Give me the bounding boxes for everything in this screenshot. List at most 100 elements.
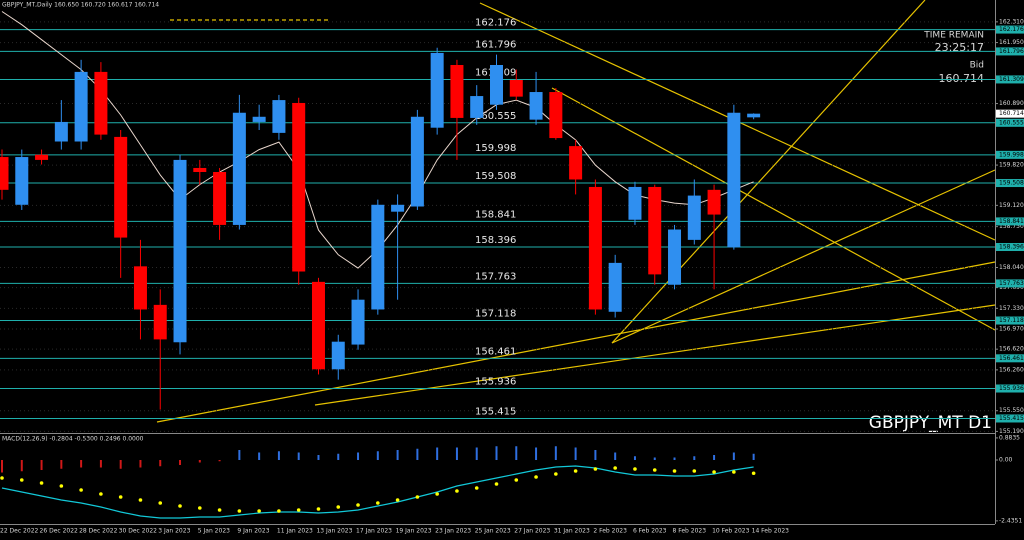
level-axis-label: 157.118	[999, 317, 1024, 324]
level-label: 157.763	[475, 271, 516, 282]
macd-signal-dot	[494, 482, 499, 486]
level-axis-label: 161.796	[999, 48, 1024, 55]
macd-signal-dot	[593, 467, 598, 471]
level-axis-label: 156.461	[999, 355, 1024, 362]
level-axis-box	[996, 354, 1024, 363]
candle-body	[133, 266, 147, 310]
level-axis-box	[996, 47, 1024, 56]
candle-body	[351, 299, 365, 345]
candle-body	[668, 229, 682, 285]
level-axis-label: 157.763	[999, 280, 1024, 287]
trendlines	[156, 0, 996, 423]
x-tick-label: 6 Feb 2023	[633, 528, 667, 535]
trendline	[611, 0, 926, 344]
x-tick-label: 11 Jan 2023	[277, 528, 313, 535]
level-axis-box	[996, 118, 1024, 127]
candle-body	[391, 204, 405, 212]
x-tick-label: 27 Jan 2023	[514, 528, 550, 535]
y-tick-label: -2.4351	[999, 517, 1022, 524]
candle-body	[232, 112, 246, 225]
candle-body	[588, 186, 602, 310]
y-tick-label: 155.550	[999, 407, 1024, 414]
candle-body	[569, 146, 583, 180]
level-axis-box	[996, 414, 1024, 423]
x-tick-label: 13 Jan 2023	[316, 528, 352, 535]
macd-signal-dot	[712, 470, 716, 474]
level-label: 161.796	[475, 39, 516, 50]
y-tick-label: 156.970	[999, 326, 1024, 333]
x-tick-label: 25 Jan 2023	[475, 528, 511, 535]
macd-signal-dot	[336, 505, 341, 509]
level-axis-label: 159.998	[999, 151, 1024, 158]
candle-body	[608, 262, 622, 312]
level-axis-label: 155.415	[999, 415, 1024, 422]
candle-body	[272, 100, 286, 133]
candle-body	[687, 195, 701, 240]
macd-signal-dot	[751, 471, 756, 476]
macd-signal-dot	[257, 509, 261, 513]
macd-signal-dot	[138, 498, 143, 502]
x-tick-label: 3 Jan 2023	[158, 528, 190, 535]
macd-signal-dot	[356, 503, 360, 507]
candle-body	[292, 102, 306, 272]
level-label: 159.998	[475, 143, 516, 154]
y-tick-label: 161.950	[999, 39, 1024, 46]
macd-main-line	[1, 465, 754, 519]
candle-body	[727, 112, 741, 248]
macd-signal-dot	[277, 509, 281, 513]
level-axis-box	[996, 179, 1024, 188]
timer: 23:25:17	[935, 41, 984, 54]
level-axis-label: 161.309	[999, 76, 1024, 83]
x-tick-label: 8 Feb 2023	[673, 528, 707, 535]
y-tick-label: 156.260	[999, 366, 1024, 373]
level-label: 162.176	[475, 18, 516, 29]
macd-signal-dot	[198, 506, 202, 510]
macd-signal-dot	[237, 509, 242, 513]
y-tick-label: 157.330	[999, 305, 1024, 312]
y-tick-label: 0.8835	[999, 434, 1020, 441]
macd-signal-dot	[178, 504, 182, 508]
macd-signal-dot	[514, 478, 519, 482]
level-axis-box	[996, 75, 1024, 84]
candle-body	[509, 79, 523, 97]
x-tick-label: 5 Jan 2023	[198, 528, 230, 535]
trendline	[551, 87, 996, 331]
candle-body	[707, 189, 721, 215]
candle-body	[114, 136, 128, 238]
level-axis-label: 155.936	[999, 385, 1024, 392]
candle-body	[0, 157, 9, 190]
level-label: 155.936	[475, 377, 516, 388]
x-tick-label: 30 Dec 2022	[119, 528, 158, 535]
macd-signal-dot	[296, 508, 301, 512]
candle-body	[410, 116, 424, 207]
bid-axis-box	[996, 109, 1024, 118]
bid-label: Bid	[970, 61, 984, 71]
macd-signal-dot	[39, 481, 44, 485]
candle-body	[153, 304, 167, 340]
x-tick-label: 19 Jan 2023	[396, 528, 432, 535]
x-tick-label: 2 Feb 2023	[593, 528, 627, 535]
candle-body	[450, 65, 464, 118]
candle-body	[430, 52, 444, 128]
candle-body	[94, 71, 108, 135]
trendline	[156, 261, 996, 423]
y-tick-label: 156.620	[999, 346, 1024, 353]
level-label: 158.841	[475, 209, 516, 220]
x-tick-label: 10 Feb 2023	[712, 528, 750, 535]
level-axis-box	[996, 150, 1024, 159]
trendline	[611, 169, 996, 344]
macd-signal-dot	[59, 484, 64, 488]
bid-axis-label: 160.714	[999, 110, 1024, 117]
macd-signal-dot	[554, 472, 558, 476]
candle-body	[15, 157, 29, 205]
level-axis-label: 159.508	[999, 180, 1024, 187]
x-tick-label: 31 Jan 2023	[554, 528, 590, 535]
macd-signal-dot	[376, 501, 380, 505]
macd-signal-dot	[118, 495, 123, 499]
candle-body	[648, 186, 662, 275]
candle-body	[54, 121, 68, 142]
timer-label: TIME REMAIN	[923, 31, 984, 41]
macd-signal-dot	[395, 498, 400, 502]
macd-signal-dot	[158, 501, 163, 505]
level-axis-label: 162.176	[999, 26, 1024, 33]
